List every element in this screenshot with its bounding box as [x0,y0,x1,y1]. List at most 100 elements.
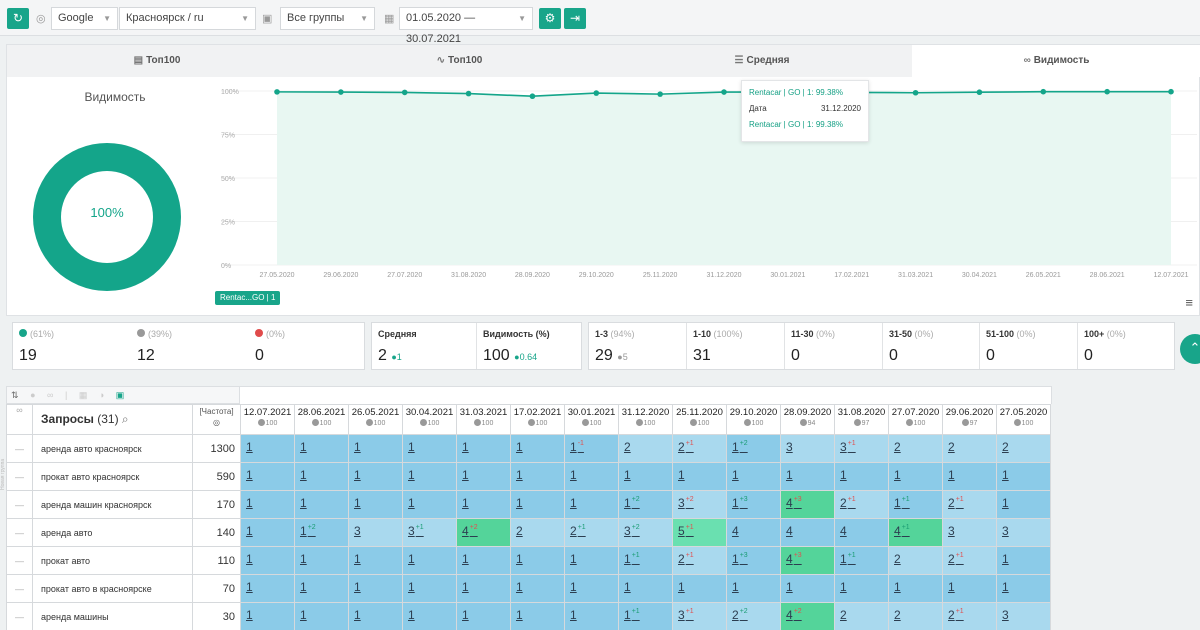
position-cell[interactable]: 1+1 [618,546,673,575]
position-cell[interactable]: 2 [618,434,673,463]
tab-average[interactable]: ☰ Средняя [612,45,912,77]
position-cell[interactable]: 1 [510,574,565,603]
table-icon[interactable]: ▦ [78,390,88,400]
position-cell[interactable]: 1 [348,490,403,519]
position-cell[interactable]: 1 [564,490,619,519]
date-column-header[interactable]: 29.06.2020 97 [942,404,997,435]
position-cell[interactable]: 1 [348,462,403,491]
drag-handle-icon[interactable]: — [6,434,33,463]
position-cell[interactable]: 1 [672,462,727,491]
position-cell[interactable]: 1 [564,602,619,630]
position-cell[interactable]: 1 [564,574,619,603]
date-column-header[interactable]: 25.11.2020 100 [672,404,727,435]
position-cell[interactable]: 1 [240,462,295,491]
position-cell[interactable]: 4+2 [456,518,511,547]
position-cell[interactable]: 2+1 [564,518,619,547]
date-column-header[interactable]: 31.03.2021 100 [456,404,511,435]
position-cell[interactable]: 1 [456,462,511,491]
position-cell[interactable]: 1 [348,602,403,630]
position-cell[interactable]: 3+2 [672,490,727,519]
position-cell[interactable]: 2 [888,602,943,630]
sort-icon[interactable]: ⇅ [11,390,19,400]
position-cell[interactable]: 3 [348,518,403,547]
position-cell[interactable]: 1+1 [834,546,889,575]
date-column-header[interactable]: 28.06.2021 100 [294,404,349,435]
tab-visibility[interactable]: ∞ Видимость [912,45,1200,77]
position-cell[interactable]: 1 [510,490,565,519]
position-cell[interactable]: 4+2 [780,602,835,630]
query-cell[interactable]: аренда авто [32,518,193,547]
position-cell[interactable]: 2+1 [942,602,997,630]
position-cell[interactable]: 1 [294,602,349,630]
position-cell[interactable]: 1 [996,462,1051,491]
gear-icon[interactable]: ⚙ [539,8,561,29]
position-cell[interactable]: 1 [510,546,565,575]
date-range-input[interactable]: 01.05.2020 — 30.07.2021 ▼ [399,7,533,45]
position-cell[interactable]: 1 [294,462,349,491]
date-column-header[interactable]: 26.05.2021 100 [348,404,403,435]
date-column-header[interactable]: 17.02.2021 100 [510,404,565,435]
position-cell[interactable]: 1 [510,462,565,491]
chevron-up-icon[interactable]: ⌃ [1180,334,1200,364]
toggle-icon[interactable]: ● [30,390,36,400]
group-select[interactable]: Все группы ▼ [280,7,375,30]
position-cell[interactable]: 1 [402,490,457,519]
position-cell[interactable]: 1 [456,574,511,603]
position-cell[interactable]: 1 [456,546,511,575]
position-cell[interactable]: 1 [240,602,295,630]
queries-header[interactable]: Запросы (31) ⌕ [32,404,193,435]
position-cell[interactable]: 1 [240,546,295,575]
drag-handle-icon[interactable]: — [6,518,33,547]
position-cell[interactable]: 2+1 [834,490,889,519]
refresh-icon[interactable]: ↻ [7,8,29,29]
position-cell[interactable]: 3+1 [834,434,889,463]
position-cell[interactable]: 1 [564,546,619,575]
position-cell[interactable]: 3 [942,518,997,547]
position-cell[interactable]: 1 [456,490,511,519]
position-cell[interactable]: 1 [564,462,619,491]
drag-handle-icon[interactable]: — [6,574,33,603]
position-cell[interactable]: 1 [942,574,997,603]
position-cell[interactable]: 1 [996,490,1051,519]
position-cell[interactable]: 1 [618,462,673,491]
position-cell[interactable]: 1 [996,574,1051,603]
position-cell[interactable]: 1+2 [618,490,673,519]
position-cell[interactable]: 1 [726,462,781,491]
position-cell[interactable]: 1 [456,602,511,630]
position-cell[interactable]: 1+2 [726,434,781,463]
drag-handle-icon[interactable]: — [6,490,33,519]
date-column-header[interactable]: 31.08.2020 97 [834,404,889,435]
position-cell[interactable]: 1+1 [888,490,943,519]
frequency-header[interactable]: [Частота] ◎ [192,404,241,435]
drag-handle-icon[interactable]: — [6,462,33,491]
position-cell[interactable]: 1 [456,434,511,463]
position-cell[interactable]: 2+1 [942,546,997,575]
position-cell[interactable]: 1 [294,574,349,603]
position-cell[interactable]: 1 [726,574,781,603]
position-cell[interactable]: 1 [942,462,997,491]
drag-handle-icon[interactable]: — [6,602,33,630]
position-cell[interactable]: 1 [402,574,457,603]
position-cell[interactable]: 2+2 [726,602,781,630]
position-cell[interactable]: 2+1 [942,490,997,519]
position-cell[interactable]: 1 [294,490,349,519]
excel-icon[interactable]: ▣ [115,390,125,400]
position-cell[interactable]: 1 [888,574,943,603]
position-cell[interactable]: 1 [888,462,943,491]
position-cell[interactable]: 2 [942,434,997,463]
position-cell[interactable]: 1 [510,434,565,463]
position-cell[interactable]: 1 [240,574,295,603]
position-cell[interactable]: 1 [402,434,457,463]
position-cell[interactable]: 4+1 [888,518,943,547]
search-engine-select[interactable]: Google ▼ [51,7,118,30]
tab-top100-dynamics[interactable]: ∿ Топ100 [307,45,612,77]
position-cell[interactable]: 1 [294,546,349,575]
position-cell[interactable]: 3 [996,602,1051,630]
position-cell[interactable]: 4+3 [780,490,835,519]
position-cell[interactable]: 1 [402,546,457,575]
date-column-header[interactable]: 27.05.2020 100 [996,404,1051,435]
region-select[interactable]: Красноярск / ru ▼ [119,7,256,30]
position-cell[interactable]: 1+1 [618,602,673,630]
position-cell[interactable]: 2 [834,602,889,630]
position-cell[interactable]: 2+1 [672,546,727,575]
